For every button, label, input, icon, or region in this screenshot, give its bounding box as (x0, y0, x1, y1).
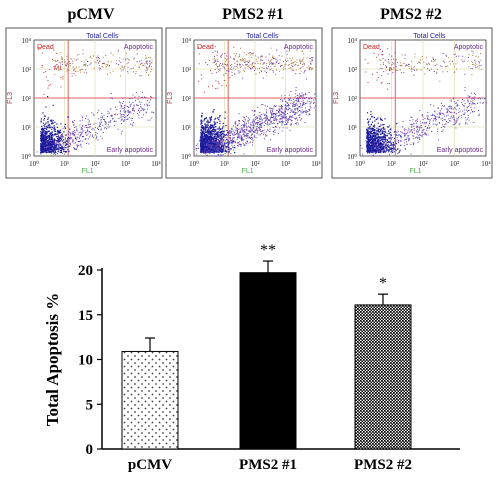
y-tick-label: 10³ (22, 66, 31, 74)
x-tick-label: 10⁰ (189, 160, 199, 168)
y-tick-label: 10¹ (22, 124, 31, 132)
quadrant-label-apoptotic: Apoptotic (454, 44, 484, 51)
panel-title-pms2-2: PMS2 #2 (380, 6, 442, 23)
x-tick-label: 10¹ (60, 160, 69, 168)
gate-marker-label: M1 (54, 66, 63, 72)
x-tick-label: 10⁰ (29, 160, 39, 168)
y-tick-label: 10 (78, 353, 93, 369)
y-tick-label: 10⁰ (181, 153, 191, 161)
y-tick-label: 10¹ (348, 124, 357, 132)
quadrant-label-early-apoptotic: Early apoptotic (437, 147, 484, 154)
x-tick-label: 10³ (450, 160, 459, 168)
x-category-label: pCMV (128, 457, 172, 473)
y-tick-label: 10⁰ (347, 153, 357, 161)
y-axis-label: FL3 (333, 92, 340, 104)
quadrant-label-dead: Dead (363, 44, 380, 51)
y-tick-label: 10² (22, 95, 31, 103)
quadrant-label-early-apoptotic: Early apoptotic (107, 147, 154, 154)
y-tick-label: 10² (348, 95, 357, 103)
flow-panel-2: Dead Total Cells Apoptotic Early apoptotic 1… (165, 27, 323, 179)
x-axis-label: FL1 (82, 168, 94, 175)
y-tick-label: 10³ (348, 66, 357, 74)
quadrant-label-total-cells: Total Cells (246, 33, 279, 40)
flow-panel-3: Dead Total Cells Apoptotic Early apoptotic 1… (331, 27, 493, 179)
x-tick-label: 10³ (121, 160, 130, 168)
total-apoptosis-bar-chart: 0 5 10 15 20 Total Apoptosis % pCMV ** PMS2 #1 * P… (43, 242, 460, 473)
x-tick-label: 10² (250, 160, 259, 168)
bar-3 (354, 304, 412, 450)
y-tick-label: 15 (78, 308, 93, 324)
significance-marker-2: ** (260, 242, 276, 259)
y-tick-label: 10⁰ (21, 153, 31, 161)
y-tick-label: 10³ (182, 66, 191, 74)
y-tick-label: 10¹ (182, 124, 191, 132)
x-tick-label: 10⁴ (481, 160, 491, 168)
x-tick-label: 10⁴ (311, 160, 321, 168)
flow-dots (360, 48, 487, 157)
x-tick-label: 10² (418, 160, 427, 168)
y-axis-label: FL3 (167, 92, 174, 104)
quadrant-label-early-apoptotic: Early apoptotic (267, 147, 314, 154)
quadrant-label-total-cells: Total Cells (413, 33, 446, 40)
y-tick-label: 20 (78, 263, 93, 279)
bar-1 (121, 350, 179, 450)
quadrant-label-apoptotic: Apoptotic (124, 44, 154, 51)
panel-title-pcmv: pCMV (67, 6, 115, 23)
x-tick-label: 10⁰ (355, 160, 365, 168)
bar-2 (239, 272, 297, 450)
y-tick-label: 0 (86, 442, 94, 458)
x-axis-label: FL1 (409, 168, 421, 175)
quadrant-label-apoptotic: Apoptotic (284, 44, 314, 51)
flow-panel-1: Dead Total Cells Apoptotic Early apoptotic M… (5, 27, 163, 179)
quadrant-label-total-cells: Total Cells (86, 33, 119, 40)
y-tick-label: 10⁴ (348, 37, 358, 45)
y-axis-title: Total Apoptosis % (43, 293, 62, 427)
x-tick-label: 10¹ (220, 160, 229, 168)
quadrant-label-dead: Dead (197, 44, 214, 51)
x-axis-label: FL1 (242, 168, 254, 175)
y-tick-label: 10⁴ (182, 37, 192, 45)
panel-title-pms2-1: PMS2 #1 (222, 6, 284, 23)
y-tick-label: 10⁴ (22, 37, 32, 45)
x-tick-label: 10² (90, 160, 99, 168)
quadrant-label-dead: Dead (37, 44, 54, 51)
flow-dots (195, 46, 317, 157)
x-tick-label: 10⁴ (151, 160, 161, 168)
x-category-label: PMS2 #1 (239, 457, 297, 473)
y-axis-label: FL3 (7, 92, 14, 104)
flow-dots (36, 47, 157, 155)
y-tick-label: 10² (182, 95, 191, 103)
x-tick-label: 10³ (281, 160, 290, 168)
flow-cytometry-panels: Dead Total Cells Apoptotic Early apoptotic M… (5, 27, 493, 179)
significance-marker-3: * (379, 275, 387, 292)
y-tick-label: 5 (86, 397, 94, 413)
x-tick-label: 10¹ (387, 160, 396, 168)
x-category-label: PMS2 #2 (354, 457, 412, 473)
